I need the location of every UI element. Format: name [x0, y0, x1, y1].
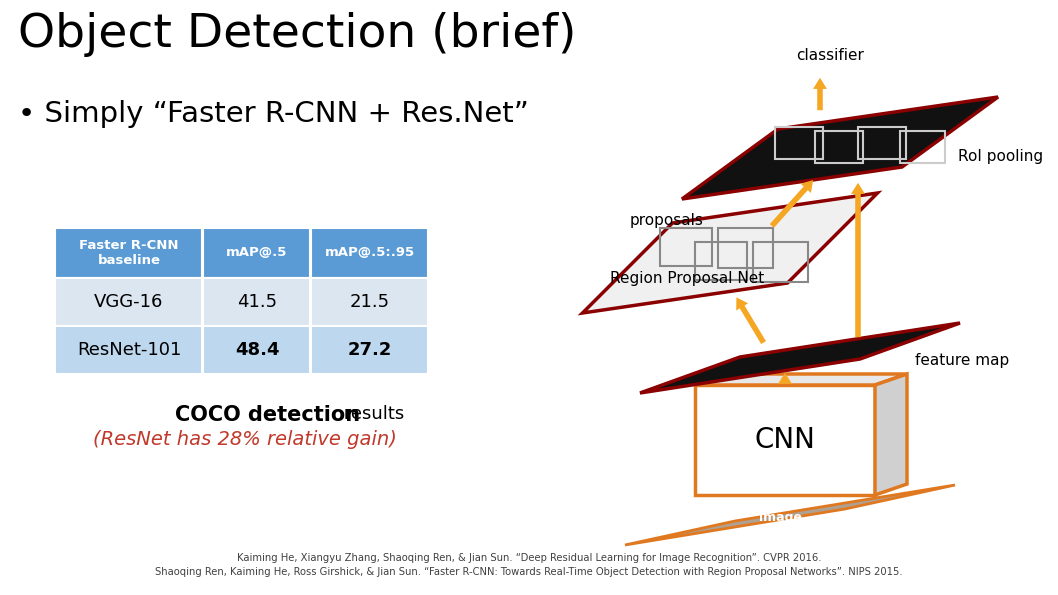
- Bar: [55, 278, 202, 326]
- Bar: [718, 228, 773, 268]
- Text: classifier: classifier: [796, 48, 864, 62]
- Text: (ResNet has 28% relative gain): (ResNet has 28% relative gain): [93, 430, 397, 449]
- Text: 48.4: 48.4: [235, 341, 279, 359]
- Text: Object Detection (brief): Object Detection (brief): [18, 12, 577, 57]
- Text: ResNet-101: ResNet-101: [77, 341, 181, 359]
- Text: 41.5: 41.5: [237, 293, 277, 311]
- Bar: [858, 127, 906, 159]
- Polygon shape: [625, 485, 955, 545]
- Polygon shape: [682, 97, 998, 199]
- Polygon shape: [583, 193, 877, 313]
- Polygon shape: [640, 323, 960, 393]
- Bar: [753, 242, 808, 282]
- Text: Faster R-CNN
baseline: Faster R-CNN baseline: [79, 239, 179, 267]
- Text: mAP@.5: mAP@.5: [226, 246, 288, 259]
- Text: image: image: [759, 512, 802, 525]
- Bar: [55, 228, 202, 278]
- Text: RoI pooling: RoI pooling: [957, 149, 1043, 164]
- Text: results: results: [338, 405, 404, 423]
- Bar: [203, 326, 310, 374]
- Text: CNN: CNN: [754, 426, 816, 454]
- Bar: [311, 326, 428, 374]
- Text: 21.5: 21.5: [350, 293, 390, 311]
- Bar: [203, 228, 310, 278]
- Text: Kaiming He, Xiangyu Zhang, Shaoqing Ren, & Jian Sun. “Deep Residual Learning for: Kaiming He, Xiangyu Zhang, Shaoqing Ren,…: [237, 553, 821, 563]
- Bar: [900, 131, 945, 163]
- Polygon shape: [695, 374, 907, 385]
- Polygon shape: [875, 374, 907, 495]
- Bar: [203, 278, 310, 326]
- Text: VGG-16: VGG-16: [94, 293, 164, 311]
- Text: Region Proposal Net: Region Proposal Net: [610, 271, 764, 286]
- Bar: [311, 278, 428, 326]
- Text: 27.2: 27.2: [348, 341, 393, 359]
- Bar: [815, 131, 863, 163]
- Bar: [311, 228, 428, 278]
- Text: feature map: feature map: [915, 353, 1009, 368]
- Text: COCO detection: COCO detection: [175, 405, 360, 425]
- Text: Shaoqing Ren, Kaiming He, Ross Girshick, & Jian Sun. “Faster R-CNN: Towards Real: Shaoqing Ren, Kaiming He, Ross Girshick,…: [156, 567, 902, 577]
- Bar: [695, 242, 747, 280]
- Bar: [776, 127, 823, 159]
- Text: • Simply “Faster R-CNN + Res.Net”: • Simply “Faster R-CNN + Res.Net”: [18, 100, 529, 128]
- Bar: [55, 326, 202, 374]
- Bar: [695, 385, 875, 495]
- Text: proposals: proposals: [630, 212, 704, 227]
- Bar: [660, 228, 712, 266]
- Text: mAP@.5:.95: mAP@.5:.95: [325, 246, 415, 259]
